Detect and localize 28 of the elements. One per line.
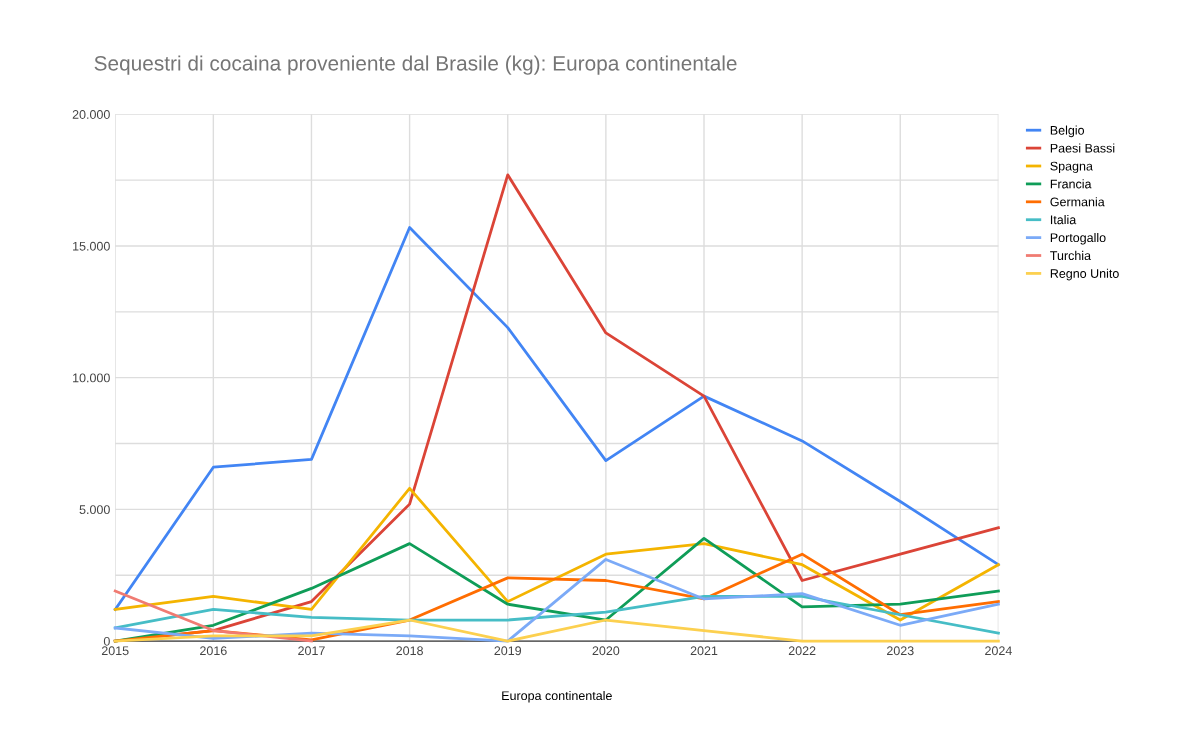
x-tick-label: 2017 (298, 646, 325, 656)
x-axis-title: Europa continentale (502, 690, 612, 703)
x-tick-label: 2016 (200, 646, 227, 656)
y-tick-label: 20.000 (72, 110, 110, 119)
x-tick-label: 2024 (985, 646, 1012, 656)
y-tick-label: 15.000 (73, 241, 110, 251)
legend-label: Francia (1050, 179, 1092, 189)
line-series (113, 486, 1000, 622)
legend-label: Spagna (1050, 161, 1093, 173)
x-tick-label: 2022 (788, 646, 816, 656)
line-series (113, 226, 1000, 611)
legend-label: Belgio (1050, 125, 1085, 138)
legend-label: Regno Unito (1050, 268, 1119, 281)
x-tick-label: 2019 (494, 646, 522, 656)
legend-label: Italia (1050, 215, 1077, 225)
legend-label: Germania (1050, 197, 1105, 207)
legend-label: Paesi Bassi (1050, 143, 1115, 153)
x-tick-label: 2015 (101, 646, 129, 656)
x-tick-label: 2023 (886, 646, 914, 656)
y-tick-label: 5.000 (79, 505, 110, 515)
legend-label: Turchia (1050, 250, 1092, 261)
chart-title: Sequestri di cocaina proveniente dal Brasile (kg): Europa continentale (94, 55, 737, 75)
y-tick-label: 0 (103, 636, 110, 646)
x-tick-label: 2021 (690, 646, 718, 656)
x-tick-label: 2020 (592, 646, 620, 656)
x-tick-label: 2018 (396, 646, 423, 656)
legend-label: Portogallo (1050, 232, 1106, 245)
y-tick-label: 10.000 (73, 373, 110, 383)
